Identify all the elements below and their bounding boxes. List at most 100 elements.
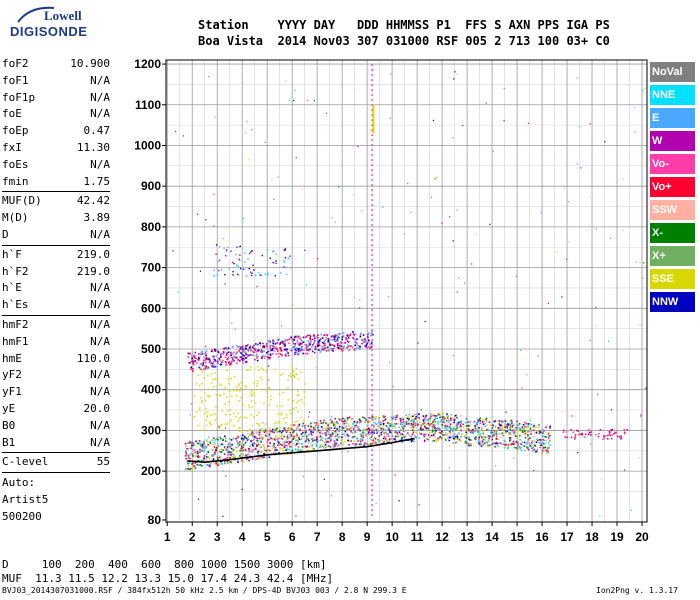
echo-point [431, 423, 434, 425]
param-label: h`F [2, 247, 22, 261]
echo-point [241, 357, 244, 359]
echo-point [317, 345, 319, 348]
echo-point [223, 447, 226, 450]
echo-point [481, 442, 483, 445]
echo-point [482, 439, 485, 441]
noise-point [485, 102, 487, 104]
echo-point [326, 430, 328, 432]
digisonde-logo: Lowell DIGISONDE [8, 4, 108, 46]
echo-point [482, 431, 484, 433]
echo-point [348, 428, 351, 431]
echo-point [294, 347, 297, 350]
echo-point [229, 443, 232, 446]
echo-point [205, 424, 208, 427]
echo-point [340, 347, 342, 350]
echo-point [362, 428, 365, 431]
echo-point [246, 355, 249, 358]
noise-point [597, 393, 599, 395]
echo-point [305, 336, 307, 338]
echo-point [394, 415, 397, 418]
echo-point [285, 441, 287, 443]
echo-point [376, 432, 378, 434]
echo-point [203, 457, 205, 460]
echo-point [512, 441, 514, 444]
echo-point [229, 445, 232, 448]
echo-point [470, 439, 473, 441]
echo-point [465, 438, 468, 441]
echo-point [354, 431, 356, 433]
noise-point [644, 87, 646, 90]
echo-point [321, 345, 324, 348]
echo-point [323, 446, 326, 449]
echo-point [226, 445, 229, 448]
echo-point [250, 440, 252, 442]
echo-point [598, 432, 600, 435]
noise-point [268, 365, 270, 367]
echo-point [523, 441, 526, 444]
echo-point [283, 349, 286, 351]
param-value: 1.75 [83, 174, 111, 188]
echo-point [410, 426, 412, 428]
noise-point [175, 130, 177, 133]
header-line-2: Boa Vista 2014 Nov03 307 031000 RSF 005 … [198, 34, 610, 48]
echo-point [265, 456, 268, 459]
echo-point [391, 435, 394, 437]
echo-point [383, 419, 386, 422]
echo-point [282, 372, 284, 375]
echo-point [294, 342, 297, 345]
x-tick-label: 10 [385, 530, 399, 544]
echo-point [440, 432, 443, 435]
echo-point [386, 429, 389, 431]
echo-point [283, 441, 286, 443]
echo-point [205, 357, 207, 360]
param-value: N/A [90, 227, 110, 241]
echo-point [297, 393, 300, 396]
echo-point [266, 390, 268, 393]
echo-point [245, 357, 247, 359]
echo-point [297, 348, 300, 350]
noise-point [601, 478, 603, 480]
echo-point [620, 438, 622, 440]
echo-point [209, 388, 212, 391]
echo-point [309, 336, 312, 339]
echo-point [338, 430, 340, 433]
echo-point [509, 439, 512, 441]
x-tick-label: 17 [560, 530, 574, 544]
echo-point [269, 387, 271, 390]
echo-point [369, 438, 371, 440]
echo-point [378, 417, 381, 419]
echo-point [544, 442, 546, 445]
echo-point [305, 437, 308, 439]
echo-point [486, 440, 489, 443]
param-row: foE N/A [2, 106, 110, 123]
echo-point [439, 416, 441, 419]
echo-point [317, 423, 320, 425]
echo-point [362, 431, 364, 434]
echo-point [570, 436, 573, 439]
echo-point [313, 437, 315, 439]
echo-point [278, 428, 280, 431]
echo-point [311, 438, 314, 440]
echo-point [359, 345, 361, 348]
echo-point [205, 359, 207, 361]
echo-point [264, 449, 266, 452]
echo-point [190, 368, 192, 370]
echo-point [210, 373, 213, 375]
echo-point [200, 353, 202, 356]
echo-point [372, 333, 374, 336]
echo-point [244, 351, 246, 353]
noise-point [456, 291, 458, 293]
echo-point [213, 437, 215, 439]
echo-point [382, 427, 384, 430]
echo-point [341, 420, 343, 422]
echo-point [341, 338, 344, 341]
echo-point [285, 416, 288, 419]
echo-point [280, 349, 282, 352]
echo-point [543, 439, 545, 442]
echo-point [277, 339, 279, 342]
echo-point [221, 450, 224, 453]
echo-point [419, 432, 421, 434]
echo-point [255, 351, 258, 353]
echo-point [367, 341, 370, 343]
echo-point [414, 418, 417, 420]
